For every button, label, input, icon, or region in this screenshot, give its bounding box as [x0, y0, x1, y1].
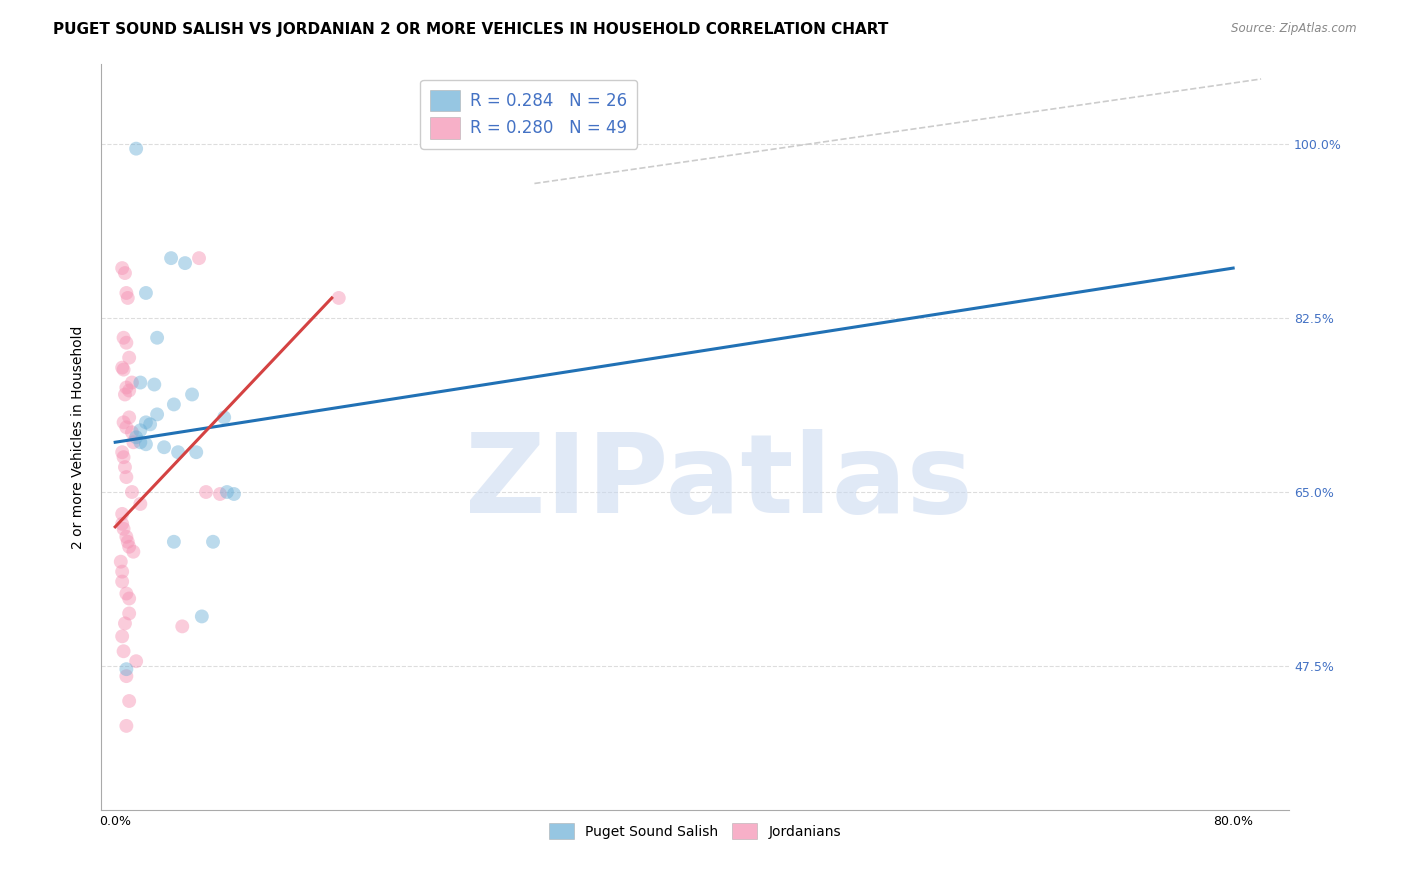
- Point: [188, 251, 211, 265]
- Point: [146, 331, 169, 345]
- Point: [111, 565, 134, 579]
- Text: PUGET SOUND SALISH VS JORDANIAN 2 OR MORE VEHICLES IN HOUSEHOLD CORRELATION CHAR: PUGET SOUND SALISH VS JORDANIAN 2 OR MOR…: [53, 22, 889, 37]
- Point: [122, 435, 145, 450]
- Point: [112, 644, 135, 658]
- Point: [111, 507, 134, 521]
- Point: [129, 423, 152, 437]
- Point: [115, 662, 138, 676]
- Point: [118, 410, 141, 425]
- Point: [111, 574, 134, 589]
- Legend: Puget Sound Salish, Jordanians: Puget Sound Salish, Jordanians: [544, 817, 846, 845]
- Point: [118, 607, 141, 621]
- Point: [118, 591, 141, 606]
- Point: [111, 629, 134, 643]
- Point: [115, 335, 138, 350]
- Point: [115, 420, 138, 434]
- Point: [125, 654, 148, 668]
- Point: [202, 534, 225, 549]
- Point: [118, 540, 141, 554]
- Point: [117, 291, 139, 305]
- Point: [181, 387, 204, 401]
- Point: [146, 408, 169, 422]
- Point: [195, 485, 218, 500]
- Point: [111, 445, 134, 459]
- Text: Source: ZipAtlas.com: Source: ZipAtlas.com: [1232, 22, 1357, 36]
- Point: [121, 376, 143, 390]
- Point: [143, 377, 166, 392]
- Point: [139, 417, 162, 432]
- Point: [111, 261, 134, 276]
- Point: [118, 694, 141, 708]
- Point: [114, 460, 136, 475]
- Point: [111, 360, 134, 375]
- Point: [118, 351, 141, 365]
- Point: [212, 410, 235, 425]
- Point: [112, 331, 135, 345]
- Point: [222, 487, 245, 501]
- Point: [115, 719, 138, 733]
- Y-axis label: 2 or more Vehicles in Household: 2 or more Vehicles in Household: [72, 326, 86, 549]
- Point: [112, 522, 135, 536]
- Point: [121, 485, 143, 500]
- Point: [208, 487, 231, 501]
- Point: [115, 380, 138, 394]
- Point: [125, 142, 148, 156]
- Point: [115, 586, 138, 600]
- Point: [118, 384, 141, 398]
- Point: [114, 387, 136, 401]
- Point: [115, 669, 138, 683]
- Point: [117, 534, 139, 549]
- Point: [115, 530, 138, 544]
- Point: [167, 445, 190, 459]
- Point: [135, 415, 157, 429]
- Point: [114, 616, 136, 631]
- Point: [163, 397, 186, 411]
- Point: [125, 430, 148, 444]
- Point: [135, 285, 157, 300]
- Text: ZIPatlas: ZIPatlas: [465, 428, 973, 535]
- Point: [112, 415, 135, 429]
- Point: [121, 425, 143, 440]
- Point: [215, 485, 238, 500]
- Point: [110, 555, 132, 569]
- Point: [191, 609, 214, 624]
- Point: [172, 619, 194, 633]
- Point: [129, 497, 152, 511]
- Point: [328, 291, 350, 305]
- Point: [153, 440, 176, 454]
- Point: [112, 450, 135, 465]
- Point: [129, 376, 152, 390]
- Point: [163, 534, 186, 549]
- Point: [112, 362, 135, 376]
- Point: [111, 516, 134, 531]
- Point: [135, 437, 157, 451]
- Point: [115, 470, 138, 484]
- Point: [122, 545, 145, 559]
- Point: [115, 285, 138, 300]
- Point: [174, 256, 197, 270]
- Point: [160, 251, 183, 265]
- Point: [114, 266, 136, 280]
- Point: [186, 445, 208, 459]
- Point: [129, 435, 152, 450]
